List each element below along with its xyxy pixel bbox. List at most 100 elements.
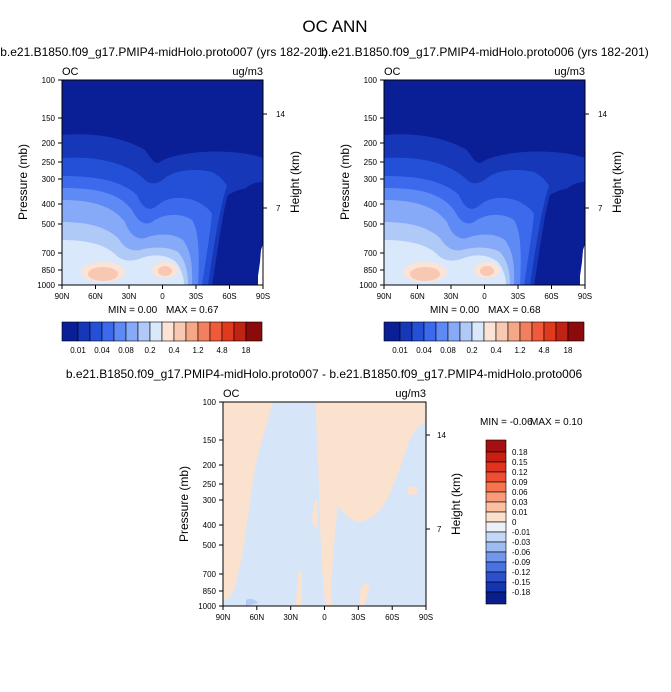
x-axis: 90N 60N 30N 0 30S 60S 90S bbox=[55, 285, 270, 301]
contour-field bbox=[384, 80, 585, 285]
y-tick-label: 300 bbox=[42, 175, 56, 184]
colorbar-box bbox=[435, 321, 449, 342]
colorbar-box bbox=[485, 541, 507, 553]
panel-difference: OC ug/m3 90N 60N 30N 0 30S 60S 90S 100 1… bbox=[177, 388, 583, 622]
contour-band-13 bbox=[534, 187, 585, 285]
colorbar-label: 0.09 bbox=[512, 478, 528, 487]
colorbar-box bbox=[459, 321, 473, 342]
x-tick-label: 30S bbox=[511, 292, 525, 301]
y-tick-label: 850 bbox=[42, 266, 56, 275]
top-left-panel-title: b.e21.B1850.f09_g17.PMIP4-midHolo.proto0… bbox=[0, 45, 328, 59]
colorbar-box bbox=[447, 321, 461, 342]
x-tick-label: 60S bbox=[385, 613, 399, 622]
colorbar-box bbox=[125, 321, 139, 342]
colorbar-box bbox=[485, 521, 507, 533]
contour-band-13 bbox=[212, 187, 263, 285]
x-tick-label: 90N bbox=[377, 292, 392, 301]
y-tick-label: 1000 bbox=[37, 281, 55, 290]
colorbar-box bbox=[383, 321, 401, 342]
colorbar-box bbox=[519, 321, 533, 342]
colorbar-box bbox=[485, 591, 507, 605]
y-axis: 100 150 200 250 300 400 500 700 850 1000 bbox=[198, 398, 223, 611]
missing-data-mask bbox=[258, 244, 263, 285]
colorbar-box bbox=[137, 321, 151, 342]
bottom-panel-title: b.e21.B1850.f09_g17.PMIP4-midHolo.proto0… bbox=[66, 367, 583, 381]
colorbar-box bbox=[485, 581, 507, 593]
difference-field-positive bbox=[408, 486, 418, 495]
colorbar-label: 0.01 bbox=[70, 346, 86, 355]
x-tick-label: 60N bbox=[88, 292, 103, 301]
x-tick-label: 0 bbox=[322, 613, 327, 622]
units-label: ug/m3 bbox=[554, 66, 585, 78]
y-tick-label: 400 bbox=[364, 200, 378, 209]
panel-top-right: OC ug/m3 90N 60N 30N 0 30S 60S 90S bbox=[338, 66, 624, 355]
colorbar-label: 0.15 bbox=[512, 458, 528, 467]
colorbar-box bbox=[485, 481, 507, 493]
y-tick-label: 250 bbox=[364, 158, 378, 167]
units-label: ug/m3 bbox=[395, 388, 426, 400]
y-tick-label: 250 bbox=[42, 158, 56, 167]
x-tick-label: 30S bbox=[189, 292, 203, 301]
colorbar-box bbox=[485, 471, 507, 483]
colorbar-box bbox=[485, 461, 507, 473]
colorbar-label: 0.06 bbox=[512, 488, 528, 497]
missing-data-mask bbox=[580, 244, 585, 285]
colorbar-box bbox=[485, 531, 507, 543]
colorbar-box bbox=[233, 321, 247, 342]
y-tick-label: 200 bbox=[42, 139, 56, 148]
colorbar-box bbox=[483, 321, 497, 342]
colorbar-box bbox=[221, 321, 235, 342]
colorbar-box bbox=[197, 321, 211, 342]
units-label: ug/m3 bbox=[232, 66, 263, 78]
y2-tick-label: 7 bbox=[437, 525, 442, 534]
panel-top-left: OC ug/m3 90N 60N 30N 0 30S 60S 90S bbox=[16, 66, 302, 355]
colorbar-box bbox=[471, 321, 485, 342]
max-label: MAX = 0.10 bbox=[530, 417, 583, 428]
colorbar-box bbox=[485, 439, 507, 453]
colorbar-box bbox=[555, 321, 569, 342]
colorbar-box bbox=[543, 321, 557, 342]
x-tick-label: 90S bbox=[419, 613, 433, 622]
x-tick-label: 90S bbox=[578, 292, 592, 301]
colorbar-box bbox=[149, 321, 163, 342]
colorbar-box bbox=[531, 321, 545, 342]
y-tick-label: 150 bbox=[203, 436, 217, 445]
contour-band-12 bbox=[158, 266, 172, 276]
y-tick-label: 100 bbox=[42, 76, 56, 85]
colorbar-box bbox=[485, 551, 507, 563]
y-tick-label: 100 bbox=[203, 398, 217, 407]
colorbar-label: -0.12 bbox=[512, 568, 531, 577]
y-tick-label: 500 bbox=[364, 220, 378, 229]
difference-field-positive bbox=[312, 499, 318, 530]
colorbar: 0.18 0.15 0.12 0.09 0.06 0.03 0.01 0 -0.… bbox=[485, 439, 531, 605]
colorbar-label: 0.04 bbox=[94, 346, 110, 355]
y2-tick-label: 14 bbox=[276, 110, 285, 119]
y-tick-label: 700 bbox=[203, 570, 217, 579]
colorbar-label: 0.03 bbox=[512, 498, 528, 507]
y-tick-label: 850 bbox=[364, 266, 378, 275]
colorbar-label: 4.8 bbox=[216, 346, 228, 355]
colorbar-label: 1.2 bbox=[514, 346, 526, 355]
colorbar-label: 0.18 bbox=[512, 448, 528, 457]
y-axis: 100 150 200 250 300 400 500 700 850 1000 bbox=[37, 76, 62, 290]
y-tick-label: 200 bbox=[203, 461, 217, 470]
colorbar-box bbox=[485, 451, 507, 463]
difference-field-negative-strong bbox=[246, 599, 258, 606]
y2-axis-label: Height (km) bbox=[610, 151, 624, 213]
y-tick-label: 300 bbox=[203, 496, 217, 505]
y-tick-label: 500 bbox=[203, 541, 217, 550]
x-tick-label: 60S bbox=[222, 292, 236, 301]
x-tick-label: 30N bbox=[283, 613, 298, 622]
colorbar-box bbox=[485, 491, 507, 503]
y-axis-label: Pressure (mb) bbox=[16, 144, 30, 220]
y-tick-label: 1000 bbox=[198, 602, 216, 611]
colorbar-box bbox=[161, 321, 175, 342]
min-label: MIN = 0.00 bbox=[108, 305, 158, 316]
colorbar-box bbox=[399, 321, 413, 342]
contour-band-10 bbox=[410, 267, 440, 281]
colorbar-label: 0.2 bbox=[466, 346, 478, 355]
variable-label: OC bbox=[223, 388, 240, 400]
colorbar-box bbox=[245, 321, 263, 342]
colorbar-label: 0.08 bbox=[118, 346, 134, 355]
